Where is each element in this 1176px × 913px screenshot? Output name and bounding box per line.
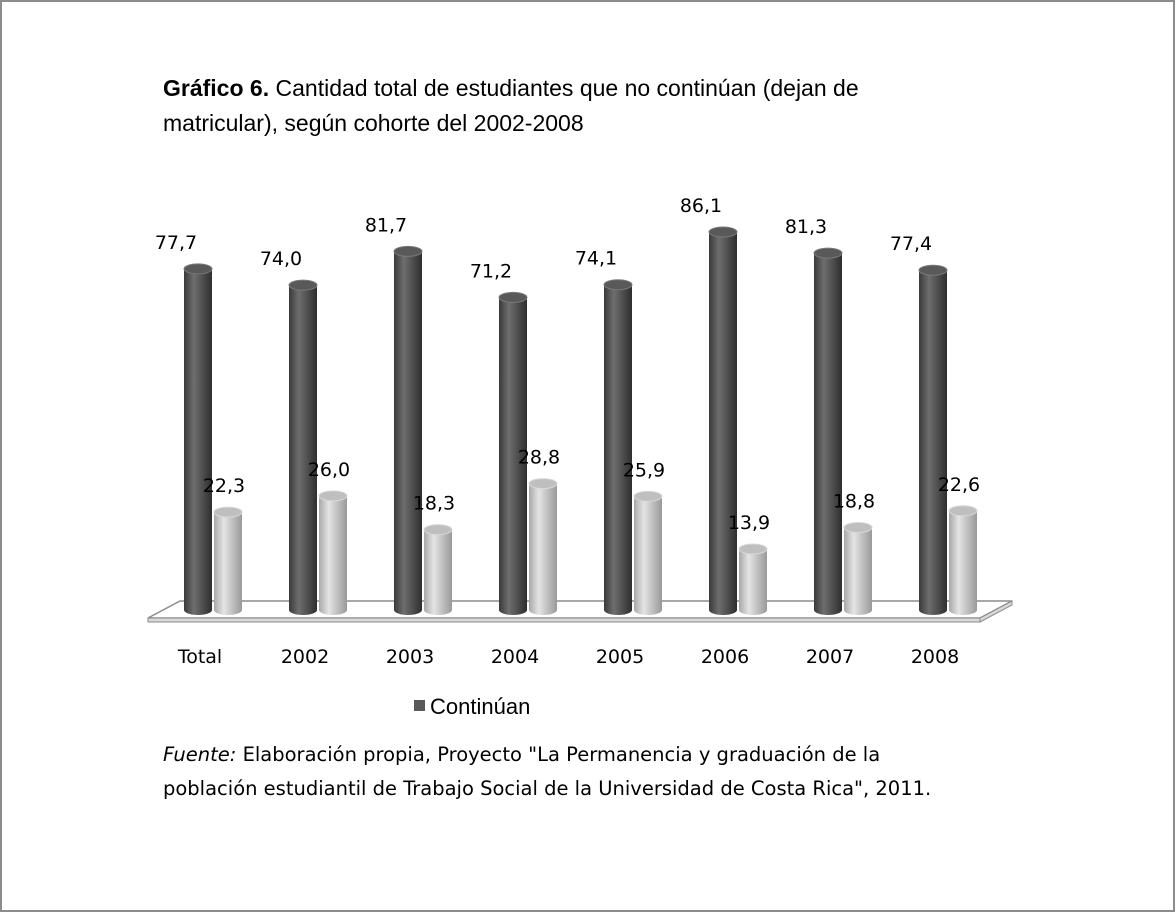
bar bbox=[394, 251, 422, 615]
value-label: 86,1 bbox=[680, 195, 722, 217]
floor bbox=[147, 600, 1013, 619]
bar-top bbox=[423, 524, 453, 536]
x-tick-label: 2002 bbox=[281, 646, 329, 668]
bar bbox=[604, 284, 632, 615]
bar-top bbox=[918, 264, 948, 276]
bar bbox=[814, 253, 842, 615]
bar-top bbox=[633, 490, 663, 502]
legend-label: Continúan bbox=[430, 694, 530, 719]
bar bbox=[919, 270, 947, 615]
value-label: 81,3 bbox=[785, 216, 827, 238]
value-label: 18,8 bbox=[833, 490, 875, 512]
bar-top bbox=[603, 279, 633, 291]
x-tick-label: 2003 bbox=[386, 646, 434, 668]
x-tick-label: 2006 bbox=[701, 646, 749, 668]
bar bbox=[709, 232, 737, 615]
bar bbox=[949, 510, 977, 615]
value-label: 25,9 bbox=[623, 459, 665, 481]
bar-top bbox=[813, 247, 843, 259]
value-label: 22,3 bbox=[203, 475, 245, 497]
bar bbox=[424, 529, 452, 615]
source-line: población estudiantil de Trabajo Social … bbox=[163, 777, 931, 800]
value-label: 74,1 bbox=[575, 248, 617, 270]
bar bbox=[319, 495, 347, 615]
bar-top bbox=[288, 279, 318, 291]
source-label: Fuente: bbox=[163, 743, 236, 766]
value-label: 71,2 bbox=[470, 260, 512, 282]
bar bbox=[184, 268, 212, 615]
bar-top bbox=[843, 521, 873, 533]
bar bbox=[529, 483, 557, 615]
bar-top bbox=[948, 505, 978, 517]
bars bbox=[183, 226, 978, 615]
x-tick-label: 2005 bbox=[596, 646, 644, 668]
value-label: 77,4 bbox=[890, 233, 932, 255]
bar bbox=[634, 496, 662, 615]
bar bbox=[499, 297, 527, 615]
bar bbox=[739, 548, 767, 615]
bar-top bbox=[498, 291, 528, 303]
value-label: 74,0 bbox=[260, 248, 302, 270]
value-label: 26,0 bbox=[308, 459, 350, 481]
value-label: 81,7 bbox=[365, 214, 407, 236]
bar-top bbox=[183, 263, 213, 275]
value-label: 28,8 bbox=[518, 447, 560, 469]
value-label: 22,6 bbox=[938, 474, 980, 496]
value-label: 13,9 bbox=[728, 512, 770, 534]
floor-edge bbox=[147, 600, 1013, 623]
bar-top bbox=[213, 506, 243, 518]
title-label: Gráfico 6. bbox=[163, 75, 269, 101]
x-tick-label: 2008 bbox=[911, 646, 959, 668]
x-tick-label: Total bbox=[177, 646, 222, 668]
bar-top bbox=[318, 490, 348, 502]
bar-top bbox=[708, 226, 738, 238]
bar-top bbox=[528, 478, 558, 490]
x-tick-label: 2007 bbox=[806, 646, 854, 668]
x-tick-label: 2004 bbox=[491, 646, 539, 668]
bar bbox=[289, 285, 317, 615]
title-line: matricular), según cohorte del 2002-2008 bbox=[163, 110, 584, 136]
bar bbox=[844, 527, 872, 615]
value-label: 18,3 bbox=[413, 493, 455, 515]
title-line: Cantidad total de estudiantes que no con… bbox=[276, 75, 859, 101]
source: Fuente: Elaboración propia, Proyecto "La… bbox=[163, 743, 880, 766]
bar-top bbox=[393, 245, 423, 257]
value-label: 77,7 bbox=[155, 232, 197, 254]
source-line: Elaboración propia, Proyecto "La Permane… bbox=[243, 743, 881, 766]
bar-top bbox=[738, 543, 768, 555]
chart-title: Gráfico 6. Cantidad total de estudiantes… bbox=[163, 75, 859, 101]
bar bbox=[214, 512, 242, 615]
legend-swatch bbox=[414, 700, 425, 711]
